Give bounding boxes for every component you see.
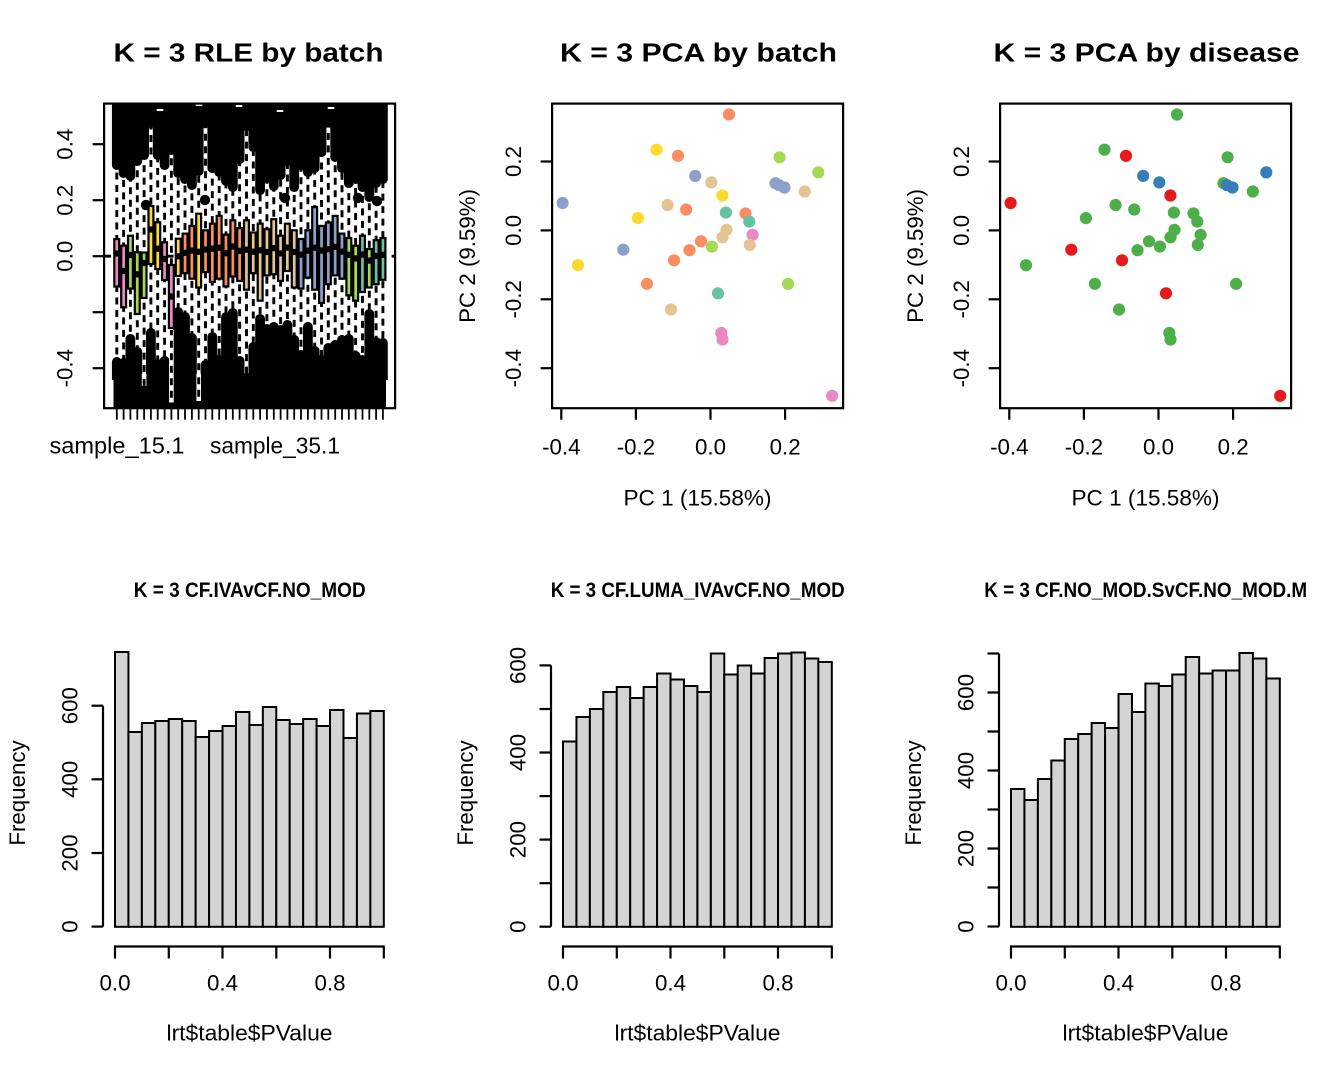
svg-text:0: 0 bbox=[58, 920, 83, 932]
svg-text:200: 200 bbox=[954, 830, 979, 867]
svg-text:400: 400 bbox=[506, 734, 531, 771]
svg-text:-0.2: -0.2 bbox=[501, 280, 526, 318]
svg-text:lrt$table$PValue: lrt$table$PValue bbox=[615, 1021, 781, 1046]
svg-text:-0.4: -0.4 bbox=[501, 349, 526, 387]
svg-text:0.0: 0.0 bbox=[949, 215, 974, 246]
svg-text:-0.4: -0.4 bbox=[52, 349, 77, 387]
svg-text:-0.4: -0.4 bbox=[542, 434, 580, 459]
svg-text:0.8: 0.8 bbox=[315, 971, 346, 996]
svg-text:K = 3 PCA by disease: K = 3 PCA by disease bbox=[994, 40, 1300, 68]
svg-text:-0.2: -0.2 bbox=[949, 280, 974, 318]
svg-text:0.2: 0.2 bbox=[1218, 434, 1249, 459]
svg-text:lrt$table$PValue: lrt$table$PValue bbox=[167, 1021, 333, 1046]
svg-text:0.8: 0.8 bbox=[1211, 971, 1242, 996]
svg-text:200: 200 bbox=[58, 834, 83, 871]
svg-text:0.0: 0.0 bbox=[548, 971, 579, 996]
svg-text:600: 600 bbox=[58, 687, 83, 724]
svg-text:-0.4: -0.4 bbox=[949, 349, 974, 387]
svg-text:0.0: 0.0 bbox=[996, 971, 1027, 996]
svg-text:Frequency: Frequency bbox=[453, 739, 478, 845]
svg-text:0.2: 0.2 bbox=[52, 185, 77, 216]
svg-text:0.4: 0.4 bbox=[655, 971, 686, 996]
svg-text:0.2: 0.2 bbox=[501, 146, 526, 177]
svg-text:-0.4: -0.4 bbox=[990, 434, 1028, 459]
svg-text:lrt$table$PValue: lrt$table$PValue bbox=[1063, 1021, 1229, 1046]
svg-text:400: 400 bbox=[954, 752, 979, 789]
svg-text:0.4: 0.4 bbox=[207, 971, 238, 996]
svg-text:PC 1 (15.58%): PC 1 (15.58%) bbox=[1072, 485, 1220, 510]
svg-text:PC 2 (9.59%): PC 2 (9.59%) bbox=[455, 189, 480, 323]
svg-text:-0.2: -0.2 bbox=[1065, 434, 1103, 459]
svg-text:0: 0 bbox=[954, 920, 979, 932]
svg-text:K = 3 CF.LUMA_IVAvCF.NO_MOD: K = 3 CF.LUMA_IVAvCF.NO_MOD bbox=[551, 579, 845, 602]
svg-text:0.4: 0.4 bbox=[1103, 971, 1134, 996]
svg-text:K = 3 PCA by batch: K = 3 PCA by batch bbox=[560, 40, 837, 68]
svg-text:PC 2 (9.59%): PC 2 (9.59%) bbox=[903, 189, 928, 323]
svg-text:-0.2: -0.2 bbox=[617, 434, 655, 459]
svg-text:0.0: 0.0 bbox=[501, 215, 526, 246]
svg-text:400: 400 bbox=[58, 761, 83, 798]
svg-text:Frequency: Frequency bbox=[901, 739, 926, 845]
svg-text:200: 200 bbox=[506, 821, 531, 858]
svg-text:0.2: 0.2 bbox=[949, 146, 974, 177]
svg-text:0.0: 0.0 bbox=[100, 971, 131, 996]
svg-text:0.8: 0.8 bbox=[763, 971, 794, 996]
svg-text:0: 0 bbox=[506, 920, 531, 932]
svg-text:K = 3 RLE by batch: K = 3 RLE by batch bbox=[114, 40, 384, 68]
svg-text:sample_15.1: sample_15.1 bbox=[50, 433, 185, 459]
svg-text:sample_35.1: sample_35.1 bbox=[210, 433, 340, 459]
svg-text:Frequency: Frequency bbox=[5, 739, 30, 845]
svg-text:0.4: 0.4 bbox=[52, 129, 77, 160]
svg-text:PC 1 (15.58%): PC 1 (15.58%) bbox=[624, 485, 772, 510]
svg-text:0.0: 0.0 bbox=[695, 434, 726, 459]
svg-text:0.2: 0.2 bbox=[770, 434, 801, 459]
svg-text:K = 3 CF.NO_MOD.SvCF.NO_MOD.M: K = 3 CF.NO_MOD.SvCF.NO_MOD.M bbox=[984, 579, 1307, 602]
svg-text:0.0: 0.0 bbox=[1143, 434, 1174, 459]
svg-text:0.0: 0.0 bbox=[52, 241, 77, 272]
svg-text:600: 600 bbox=[954, 674, 979, 711]
svg-text:K = 3 CF.IVAvCF.NO_MOD: K = 3 CF.IVAvCF.NO_MOD bbox=[134, 579, 366, 602]
svg-text:600: 600 bbox=[506, 647, 531, 684]
